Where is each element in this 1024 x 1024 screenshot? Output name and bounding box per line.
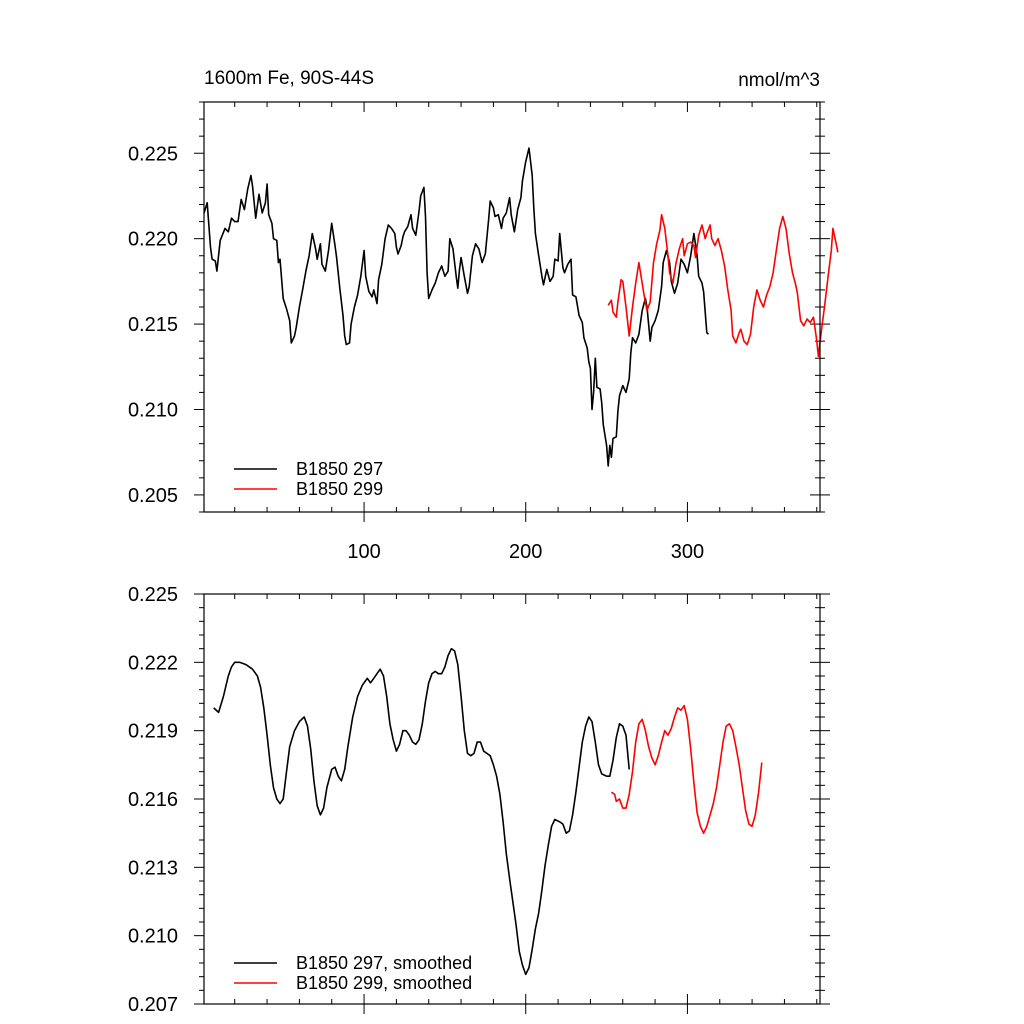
top-panel-series (203, 147, 839, 467)
y-tick-label: 0.216 (128, 789, 178, 811)
legend-label-1: B1850 297 (296, 459, 383, 479)
series-line-2 (607, 213, 839, 358)
bottom-panel-series (213, 647, 763, 976)
y-tick-label: 0.219 (128, 721, 178, 743)
top-panel-units: nmol/m^3 (738, 70, 820, 91)
bottom-panel: 0.207 0.210 0.213 0.216 0.219 0.222 0.225 B185… (128, 584, 830, 1016)
y-tick-label: 0.210 (128, 926, 178, 948)
y-tick-label: 0.220 (128, 229, 178, 251)
x-tick-label: 100 (347, 541, 380, 563)
top-panel: 1600m Fe, 90S-44S nmol/m^3 0.2050.2100.2… (128, 68, 839, 563)
x-tick-label: 300 (671, 541, 704, 563)
bottom-panel-tick-labels: 0.207 0.210 0.213 0.216 0.219 0.222 0.225 (128, 584, 178, 1016)
y-tick-label: 0.222 (128, 652, 178, 674)
series-line-2 (610, 704, 763, 835)
top-panel-ticks (194, 101, 830, 522)
top-panel-frame (203, 101, 821, 513)
y-tick-label: 0.207 (128, 994, 178, 1016)
y-tick-label: 0.215 (128, 314, 178, 336)
y-tick-label: 0.205 (128, 485, 178, 507)
y-tick-label: 0.225 (128, 143, 178, 165)
top-panel-title: 1600m Fe, 90S-44S (204, 68, 374, 89)
x-tick-label: 200 (509, 541, 542, 563)
y-tick-label: 0.210 (128, 400, 178, 422)
series-line-1 (213, 647, 630, 976)
top-panel-tick-labels: 0.205 0.210 0.215 0.220 0.225 100 200 300 (128, 143, 704, 563)
bottom-panel-frame (203, 593, 821, 1005)
legend-label-2: B1850 299 (296, 479, 383, 499)
bottom-panel-ticks (194, 593, 830, 1014)
series-line-1 (203, 147, 709, 467)
legend-label-1: B1850 297, smoothed (296, 953, 472, 973)
legend-label-2: B1850 299, smoothed (296, 973, 472, 993)
y-tick-label: 0.225 (128, 584, 178, 606)
y-tick-label: 0.213 (128, 857, 178, 879)
